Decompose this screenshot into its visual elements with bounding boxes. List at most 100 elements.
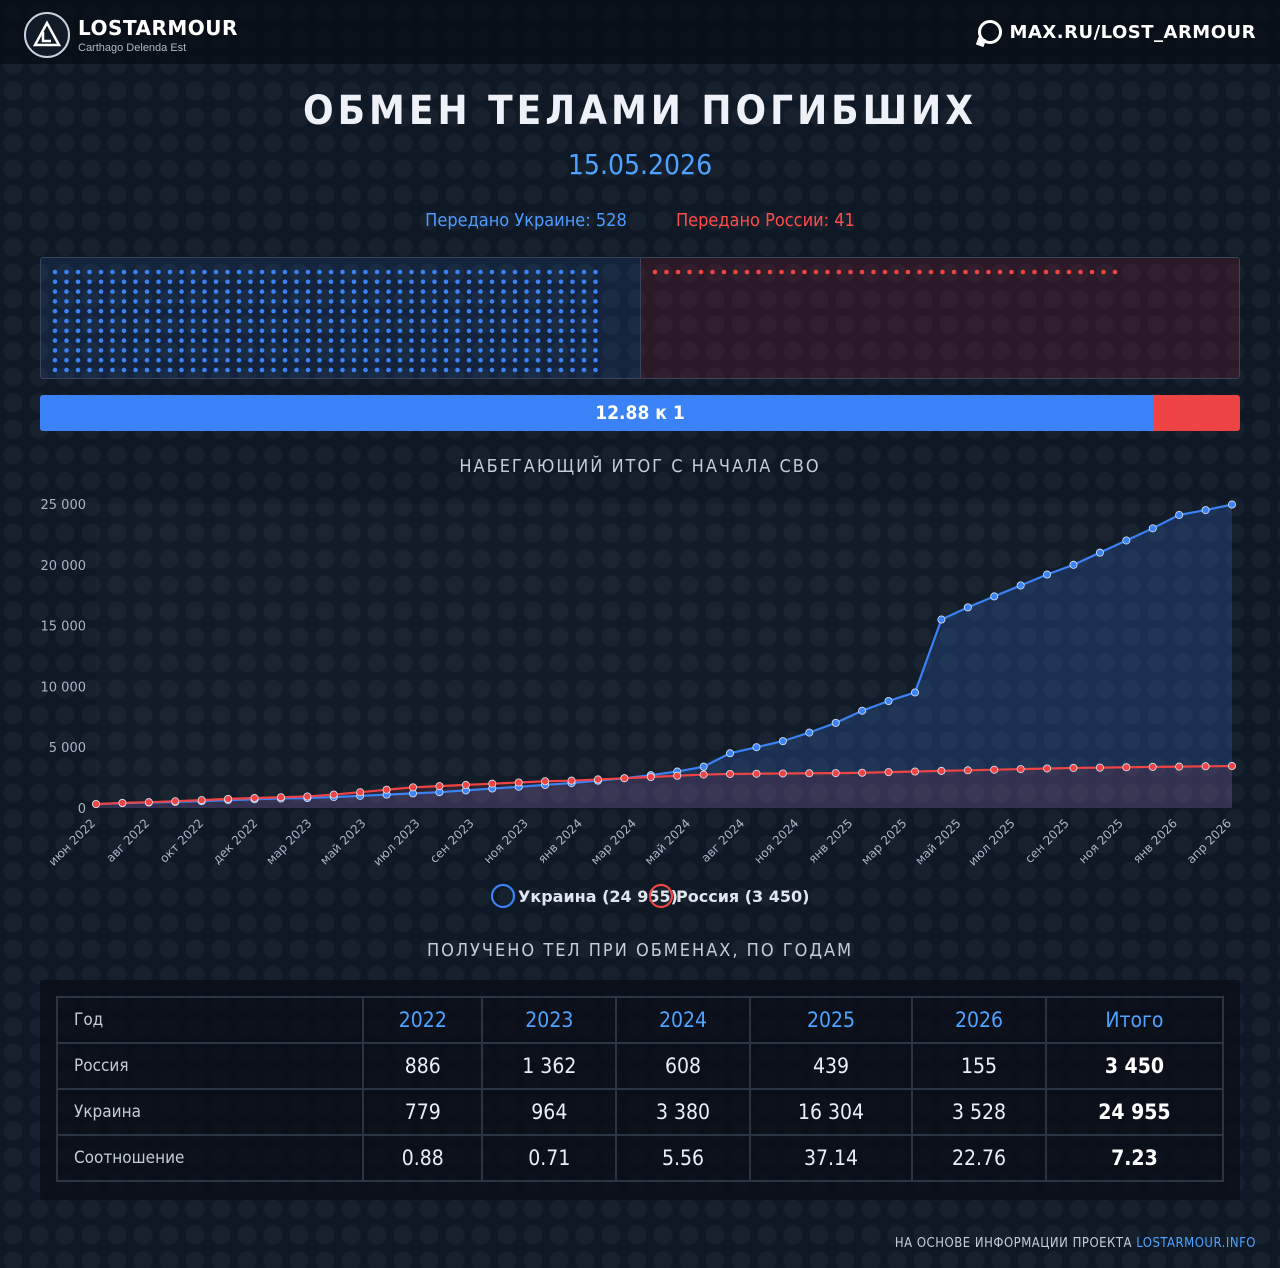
ukraine-body-dot: [87, 269, 92, 275]
ukraine-body-dot: [121, 367, 127, 373]
ukraine-body-dot: [305, 269, 311, 275]
header-2022: 2022: [362, 996, 484, 1044]
ukraine-body-dot: [374, 328, 380, 334]
ukraine-body-dot: [489, 328, 495, 334]
x-tick-label: июн 2022: [46, 816, 98, 868]
data-point: [963, 603, 972, 612]
ukraine-body-dot: [535, 348, 541, 353]
ukraine-body-dot: [271, 279, 276, 285]
ukraine-body-dot: [478, 348, 483, 353]
ukraine-body-dot: [535, 308, 541, 314]
ukraine-body-dot: [409, 367, 414, 373]
ukraine-body-dot: [202, 338, 207, 343]
russia-body-dot: [1032, 269, 1037, 275]
ukraine-body-dot: [98, 269, 104, 275]
ukraine-body-dot: [524, 289, 529, 294]
ukraine-body-dot: [52, 279, 58, 285]
header-2025: 2025: [748, 996, 914, 1044]
ukraine-body-dot: [248, 328, 253, 334]
ukraine-body-dot: [581, 269, 587, 275]
ukraine-body-dot: [478, 367, 483, 373]
ukraine-body-dot: [156, 289, 161, 294]
ukraine-body-dot: [558, 357, 564, 363]
ukraine-body-dot: [179, 308, 184, 314]
ukraine-body-dot: [259, 338, 265, 343]
site-link[interactable]: MAX.RU/LOST_ARMOUR: [977, 20, 1256, 44]
row-name-ukraine: Украина: [55, 1088, 365, 1136]
data-point: [276, 793, 285, 802]
ukraine-body-dot: [271, 328, 276, 334]
ukraine-body-dot: [271, 269, 276, 275]
ukraine-body-dot: [547, 289, 552, 294]
ukraine-body-dot: [547, 328, 552, 334]
legend-entry[interactable]: Украина (24 955): [518, 887, 678, 906]
russia-body-dot: [1066, 269, 1072, 275]
russia-body-dot: [928, 269, 934, 275]
y-tick-label: 20 000: [41, 559, 87, 574]
ukraine-body-dot: [432, 348, 437, 353]
data-point: [726, 769, 735, 778]
table-cell-total: 3 450: [1044, 1042, 1225, 1090]
x-tick-label: сен 2025: [1022, 816, 1072, 866]
brand-logo[interactable]: LOSTARMOUR Carthago Delenda Est: [24, 12, 238, 58]
x-tick-label: янв 2024: [535, 816, 585, 866]
ukraine-body-dot: [317, 308, 322, 314]
ukraine-body-dot: [248, 299, 253, 304]
ukraine-body-dot: [282, 308, 288, 314]
ukraine-body-dot: [547, 348, 552, 353]
data-point: [461, 780, 470, 789]
footer-link[interactable]: LOSTARMOUR.INFO: [1136, 1236, 1256, 1251]
ukraine-body-dot: [386, 338, 391, 343]
data-point: [303, 792, 312, 801]
ukraine-body-dot: [512, 269, 518, 275]
data-point: [1201, 762, 1210, 771]
ukraine-body-dot: [156, 367, 161, 373]
ukraine-body-dot: [190, 328, 196, 334]
table-cell: 22.76: [911, 1134, 1047, 1182]
ukraine-dot-matrix: [41, 258, 641, 378]
table-row: Соотношение 0.88 0.71 5.56 37.14 22.76 7…: [55, 1134, 1225, 1182]
ukraine-body-dot: [87, 289, 92, 294]
ukraine-body-dot: [202, 269, 207, 275]
ukraine-body-dot: [328, 367, 334, 373]
russia-body-dot: [882, 269, 888, 275]
ukraine-body-dot: [248, 367, 253, 373]
ukraine-body-dot: [167, 367, 173, 373]
ukraine-body-dot: [501, 269, 506, 275]
ukraine-body-dot: [593, 318, 598, 324]
ukraine-body-dot: [98, 308, 104, 314]
ukraine-body-dot: [432, 318, 437, 324]
ukraine-body-dot: [512, 289, 518, 294]
ukraine-body-dot: [420, 318, 426, 324]
legend-entry[interactable]: Россия (3 450): [676, 887, 809, 906]
ukraine-body-dot: [202, 348, 207, 353]
data-point: [1201, 506, 1210, 515]
ukraine-body-dot: [75, 289, 81, 294]
ukraine-body-dot: [110, 338, 115, 343]
footer-prefix: НА ОСНОВЕ ИНФОРМАЦИИ ПРОЕКТА: [894, 1236, 1132, 1251]
ukraine-body-dot: [225, 338, 230, 343]
ukraine-body-dot: [271, 338, 276, 343]
ukraine-body-dot: [133, 338, 138, 343]
series-area-fill: [96, 504, 1232, 808]
ukraine-body-dot: [305, 357, 311, 363]
transferred-to-russia-label: Передано России: 41: [675, 210, 855, 231]
ukraine-body-dot: [558, 308, 564, 314]
ukraine-body-dot: [397, 338, 403, 343]
ukraine-body-dot: [535, 269, 541, 275]
data-point: [1122, 763, 1131, 772]
ukraine-body-dot: [443, 367, 449, 373]
ukraine-body-dot: [282, 357, 288, 363]
ukraine-body-dot: [179, 289, 184, 294]
x-tick-label: окт 2022: [157, 816, 206, 865]
ukraine-body-dot: [75, 357, 81, 363]
table-cell: 0.71: [481, 1134, 618, 1182]
ukraine-body-dot: [64, 338, 69, 343]
ukraine-body-dot: [64, 299, 69, 304]
ukraine-body-dot: [75, 348, 81, 353]
ukraine-body-dot: [236, 318, 242, 324]
data-point: [514, 778, 523, 787]
ukraine-body-dot: [478, 279, 483, 285]
ukraine-body-dot: [98, 357, 104, 363]
series-line: [95, 764, 1233, 806]
